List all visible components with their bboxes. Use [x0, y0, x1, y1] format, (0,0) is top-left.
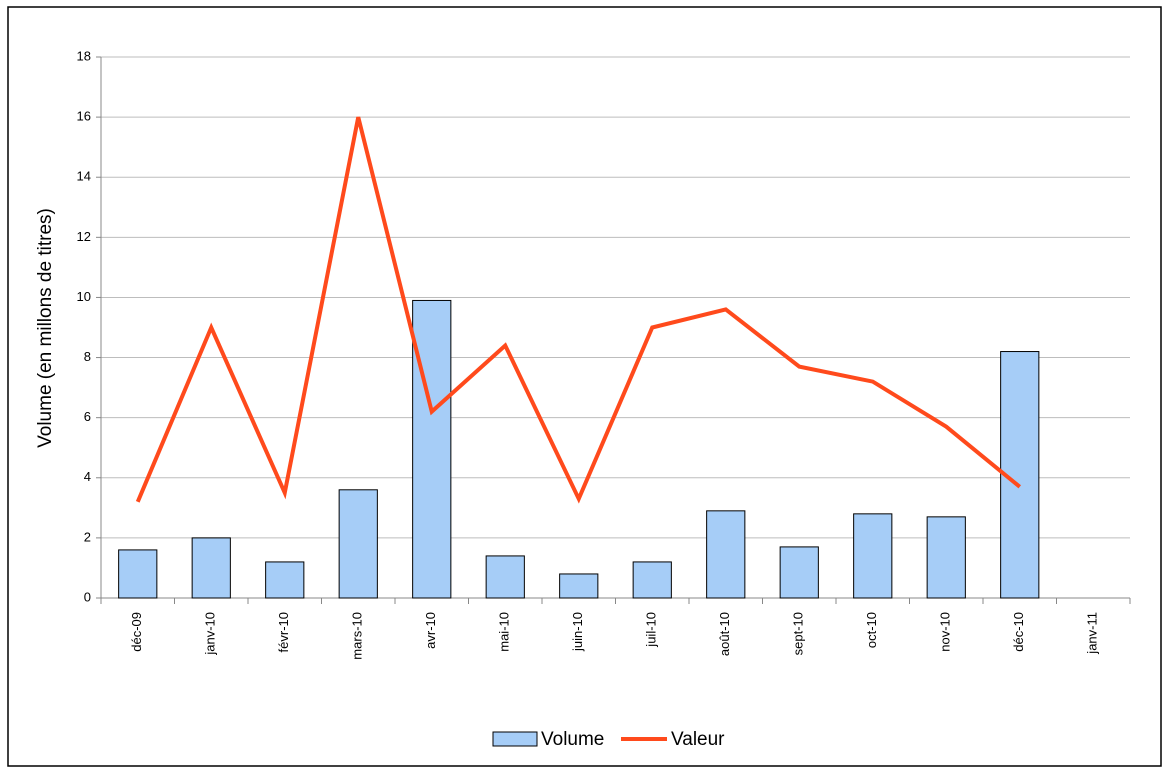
x-tick-label: juin-10 [570, 612, 585, 652]
y-tick-label: 14 [77, 169, 91, 184]
y-tick-label: 16 [77, 109, 91, 124]
y-tick-label: 8 [84, 349, 91, 364]
line [135, 116, 1022, 504]
bar [412, 299, 452, 599]
x-tick-label: nov-10 [938, 612, 953, 652]
chart-border [7, 6, 1162, 767]
bar [853, 513, 893, 599]
y-tick-label: 4 [84, 469, 91, 484]
x-tick-label: déc-10 [1011, 612, 1026, 652]
y-tick-label: 18 [77, 48, 91, 63]
y-tick-label: 2 [84, 529, 91, 544]
x-tick-label: févr-10 [276, 612, 291, 652]
bar [926, 516, 966, 599]
bar [265, 561, 305, 599]
x-tick-label: mai-10 [497, 612, 512, 652]
x-tick-label: déc-09 [129, 612, 144, 652]
x-tick-label: janv-11 [1085, 612, 1100, 655]
x-tick-label: oct-10 [864, 612, 879, 648]
x-tick-label: mars-10 [350, 612, 365, 660]
bar [559, 573, 599, 599]
y-tick-label: 6 [84, 409, 91, 424]
bar [632, 561, 672, 599]
x-tick-label: janv-10 [203, 612, 218, 656]
y-tick-label: 0 [84, 589, 91, 604]
bar [338, 489, 378, 599]
bar [779, 546, 819, 599]
legend-swatch [492, 731, 538, 747]
legend-label: Valeur [671, 729, 725, 750]
x-tick-label: sept-10 [791, 612, 806, 655]
x-tick-label: avr-10 [423, 612, 438, 649]
x-tick-label: août-10 [717, 612, 732, 656]
bar [706, 510, 746, 599]
y-axis-label: Volume (en millons de titres) [35, 208, 56, 448]
x-tick-label: juil-10 [644, 612, 659, 648]
y-tick-label: 10 [77, 289, 91, 304]
bar [191, 537, 231, 599]
legend-label: Volume [541, 729, 604, 750]
y-tick-label: 12 [77, 229, 91, 244]
bar [485, 555, 525, 599]
bar [118, 549, 158, 599]
